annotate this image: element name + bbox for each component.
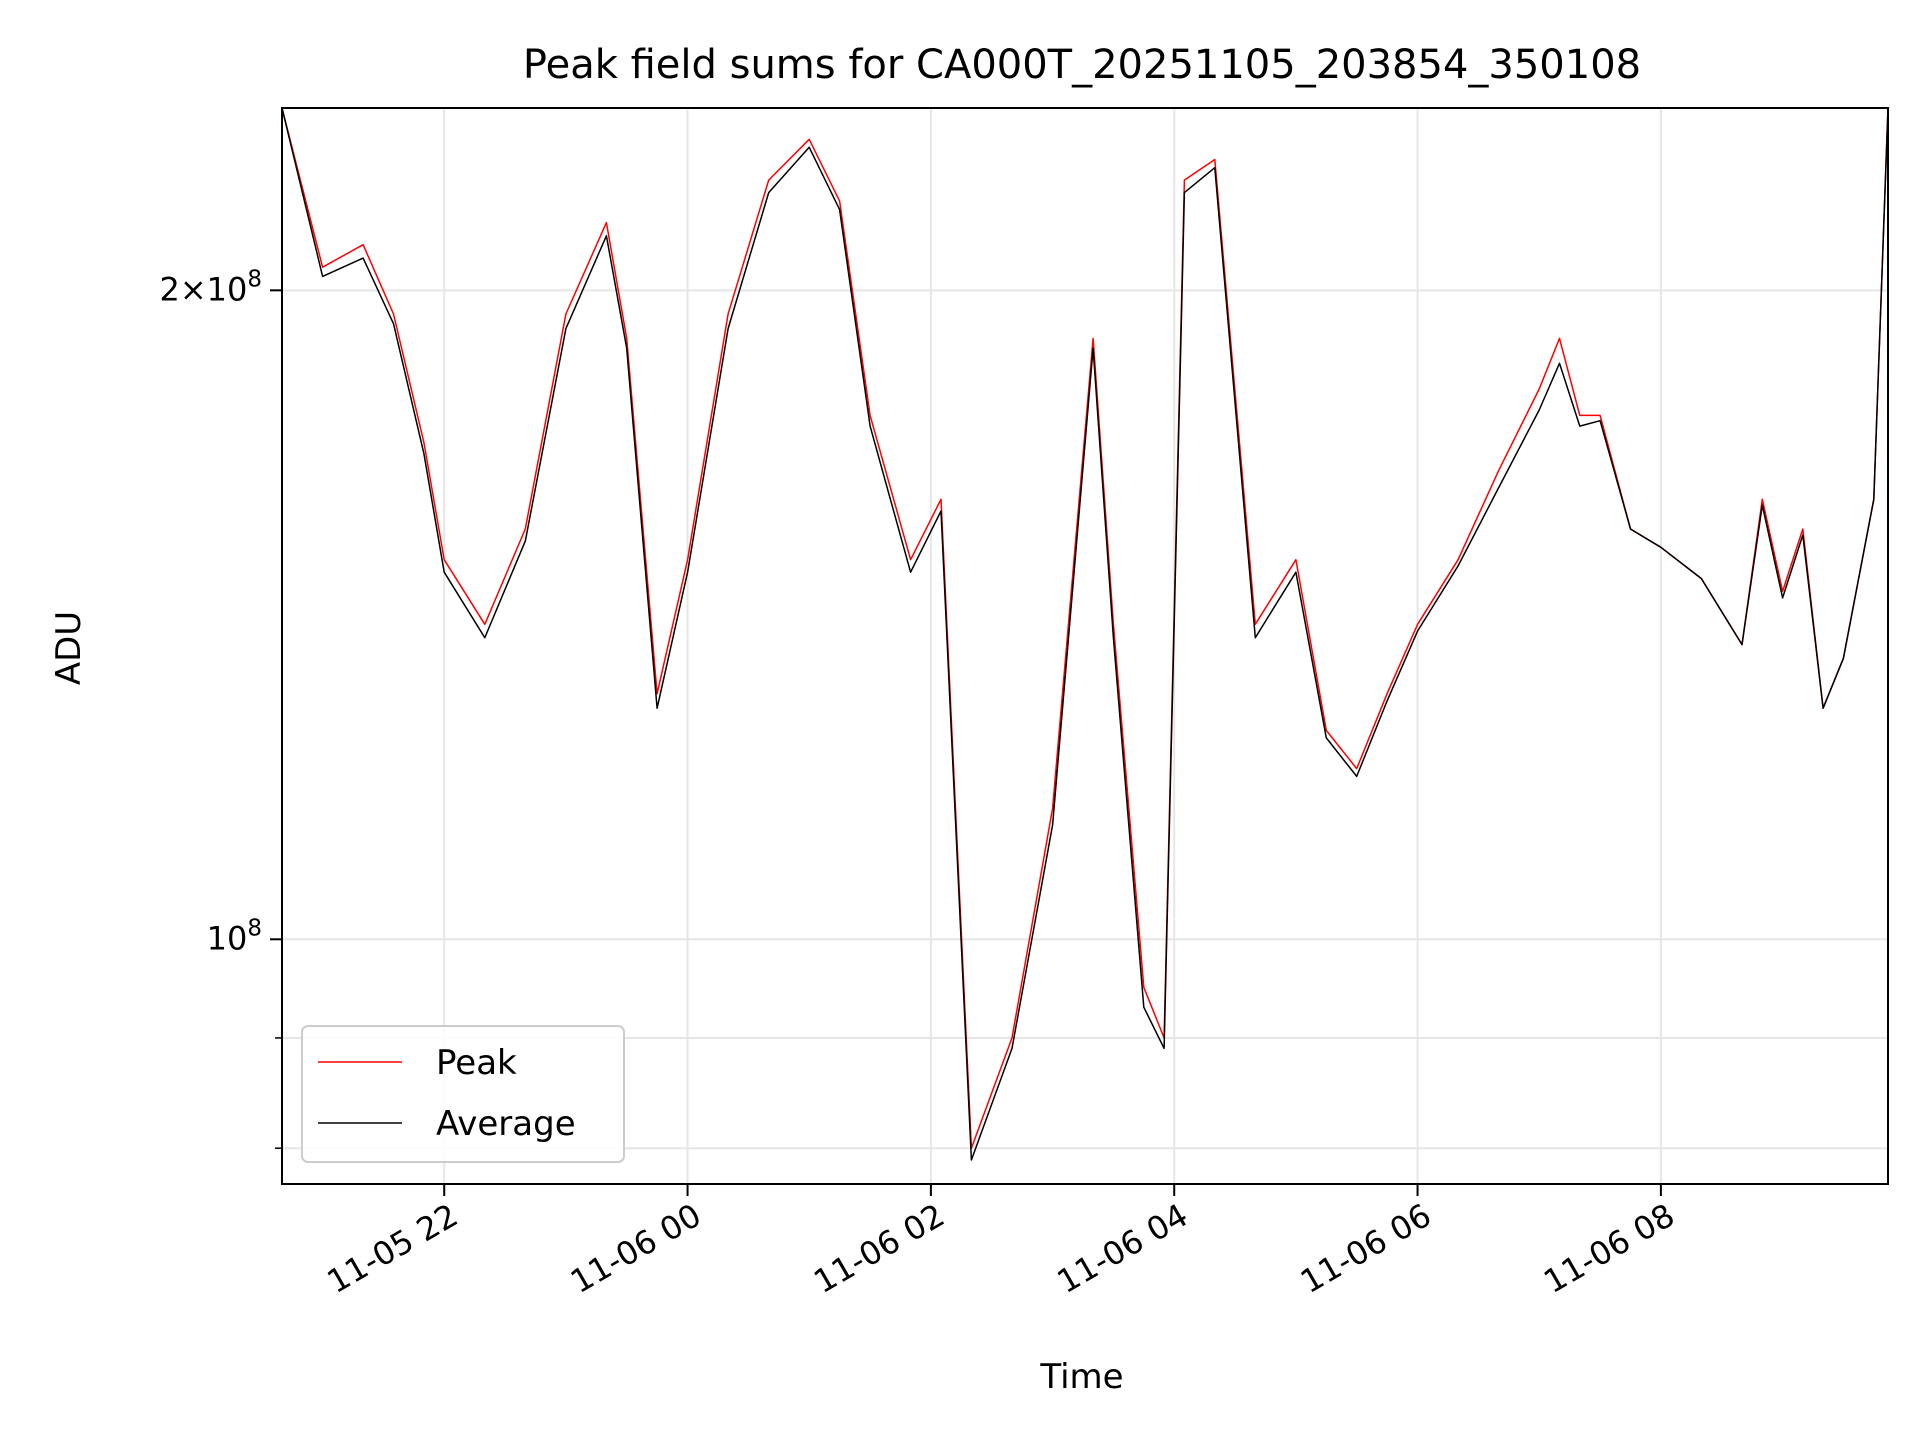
legend: Peak Average — [301, 1025, 625, 1163]
y-tick-label: 2×108 — [159, 266, 262, 308]
legend-label-peak: Peak — [436, 1043, 517, 1083]
legend-label-average: Average — [436, 1104, 576, 1144]
y-axis-label: ADU — [49, 611, 89, 685]
x-axis-label: Time — [1039, 1357, 1123, 1397]
y-tick-label: 108 — [207, 915, 262, 957]
legend-box — [301, 1025, 625, 1163]
chart-title: Peak field sums for CA000T_20251105_2038… — [523, 42, 1641, 88]
plot-frame — [281, 107, 1889, 1185]
series-layer — [282, 108, 1888, 1161]
series-line-average — [282, 108, 1888, 1161]
